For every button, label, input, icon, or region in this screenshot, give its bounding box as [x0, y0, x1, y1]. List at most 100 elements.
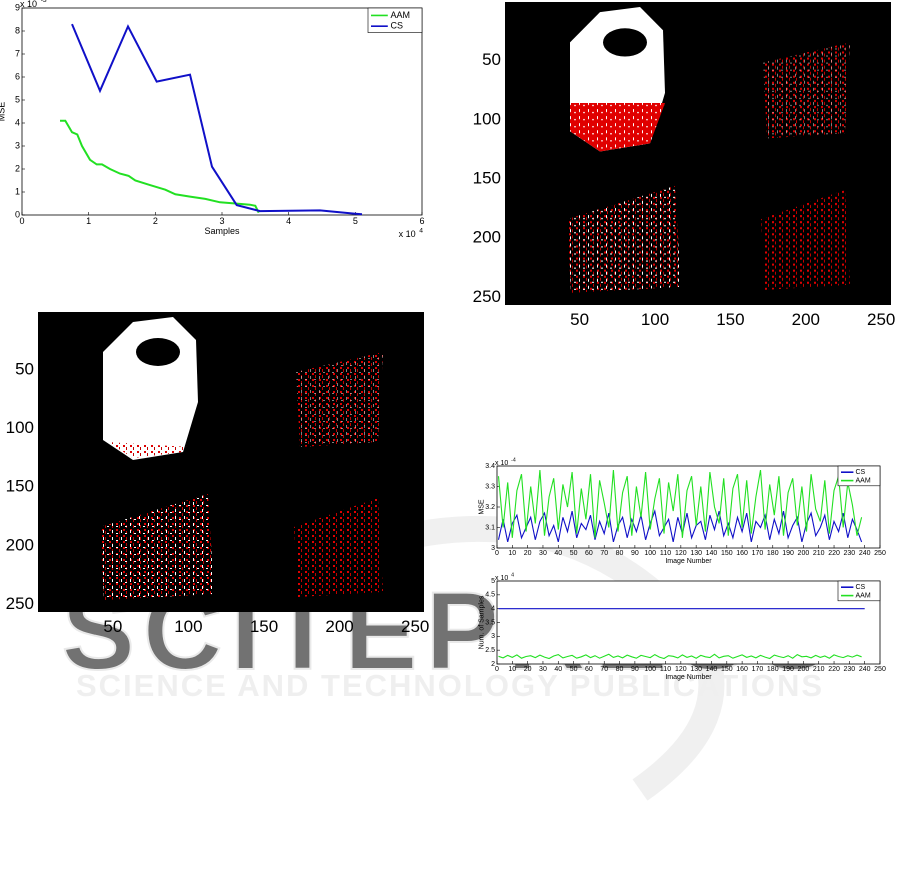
y-tick-label: 3 [491, 545, 495, 552]
x-tick-label: 240 [859, 550, 871, 557]
x-tick-label: 50 [570, 310, 589, 329]
x-tick-label: 250 [401, 617, 429, 636]
series-line [497, 470, 863, 538]
y-tick-label: 3.1 [485, 524, 495, 531]
y-tick-label: 4 [491, 606, 495, 613]
series-line [497, 509, 863, 543]
y-tick-label: 5 [15, 94, 20, 104]
x-tick-label: 230 [844, 550, 856, 557]
plot-area [496, 580, 881, 665]
legend-label: AAM [391, 10, 411, 20]
x-tick-label: 210 [813, 666, 825, 673]
x-tick-label: 130 [690, 666, 702, 673]
y-tick-label: 3.4 [485, 463, 495, 470]
x-tick-label: 150 [716, 310, 744, 329]
x-tick-label: 140 [706, 550, 718, 557]
x-tick-label: 90 [631, 550, 639, 557]
y-tick-label: 1 [15, 186, 20, 196]
x-tick-label: 50 [570, 666, 578, 673]
series-line [60, 119, 260, 214]
plot-area [496, 465, 881, 549]
y-tick-label: 250 [6, 594, 34, 613]
x-tick-label: 240 [859, 666, 871, 673]
legend [367, 7, 423, 33]
x-tick-label: 200 [325, 617, 353, 636]
legend-label: CS [856, 584, 866, 591]
y-axis-label: MSE [478, 499, 485, 515]
legend-label: CS [391, 21, 404, 31]
y-axis-label: MSE [0, 102, 7, 122]
y-tick-label: 2 [15, 163, 20, 173]
y-tick-label: 150 [473, 168, 501, 187]
x-tick-label: 200 [798, 550, 810, 557]
x-tick-label: 140 [706, 666, 718, 673]
legend-label: AAM [856, 477, 871, 484]
x-tick-label: 150 [721, 666, 733, 673]
y-tick-label: 7 [15, 48, 20, 58]
x-tick-label: 3 [219, 216, 224, 226]
y-tick-label: 9 [15, 2, 20, 12]
y-tick-label: 4.5 [485, 592, 495, 599]
axis-multiplier-exponent: -3 [41, 0, 47, 4]
x-tick-label: 70 [600, 550, 608, 557]
axis-multiplier: x 10 [495, 575, 508, 582]
x-axis-label: Samples [204, 226, 240, 236]
x-tick-label: 150 [250, 617, 278, 636]
x-tick-label: 6 [419, 216, 424, 226]
x-tick-label: 100 [644, 550, 656, 557]
y-tick-label: 4 [15, 117, 20, 127]
x-tick-label: 30 [539, 550, 547, 557]
x-tick-label: 5 [353, 216, 358, 226]
segmentation-image [505, 2, 891, 305]
x-tick-label: 100 [644, 666, 656, 673]
x-tick-label: 190 [782, 666, 794, 673]
watermark-tagline: SCIENCE AND TECHNOLOGY PUBLICATIONS [76, 668, 824, 703]
x-tick-label: 180 [767, 666, 779, 673]
x-tick-label: 250 [867, 310, 895, 329]
axis-multiplier-exponent: -4 [511, 457, 516, 463]
x-tick-label: 200 [798, 666, 810, 673]
series-line [498, 653, 862, 660]
x-tick-label: 130 [690, 550, 702, 557]
x-tick-label: 180 [767, 550, 779, 557]
y-tick-label: 3 [15, 140, 20, 150]
x-tick-label: 1 [86, 216, 91, 226]
x-tick-label: 110 [660, 666, 671, 673]
x-tick-label: 170 [752, 666, 764, 673]
axis-multiplier-exponent: 4 [419, 228, 423, 235]
x-tick-label: 230 [844, 666, 856, 673]
x-tick-label: 20 [524, 550, 532, 557]
y-tick-label: 200 [6, 535, 34, 554]
y-tick-label: 50 [482, 50, 501, 69]
x-tick-label: 250 [874, 550, 886, 557]
y-tick-label: 8 [15, 25, 20, 35]
y-tick-label: 0 [15, 209, 20, 219]
y-axis-label: Num. of Samples [478, 595, 485, 649]
axis-multiplier-exponent: 4 [511, 572, 514, 578]
x-tick-label: 0 [19, 216, 24, 226]
y-tick-label: 150 [6, 477, 34, 496]
y-tick-label: 200 [473, 228, 501, 247]
legend-label: CS [856, 469, 866, 476]
x-tick-label: 220 [828, 550, 840, 557]
y-tick-label: 3.2 [485, 504, 495, 511]
x-tick-label: 250 [874, 666, 886, 673]
x-tick-label: 120 [675, 666, 687, 673]
x-tick-label: 30 [539, 666, 547, 673]
y-tick-label: 100 [473, 109, 501, 128]
x-axis-label: Image Number [665, 674, 712, 681]
y-tick-label: 2 [491, 661, 495, 668]
x-tick-label: 80 [616, 666, 624, 673]
y-tick-label: 3 [491, 633, 495, 640]
y-tick-label: 5 [491, 578, 495, 585]
axis-multiplier: x 10 [495, 460, 508, 467]
x-tick-label: 220 [828, 666, 840, 673]
x-tick-label: 60 [585, 550, 593, 557]
x-tick-label: 40 [554, 550, 562, 557]
x-tick-label: 100 [174, 617, 202, 636]
x-tick-label: 50 [570, 550, 578, 557]
x-tick-label: 120 [675, 550, 687, 557]
x-tick-label: 50 [103, 617, 122, 636]
x-tick-label: 80 [616, 550, 624, 557]
